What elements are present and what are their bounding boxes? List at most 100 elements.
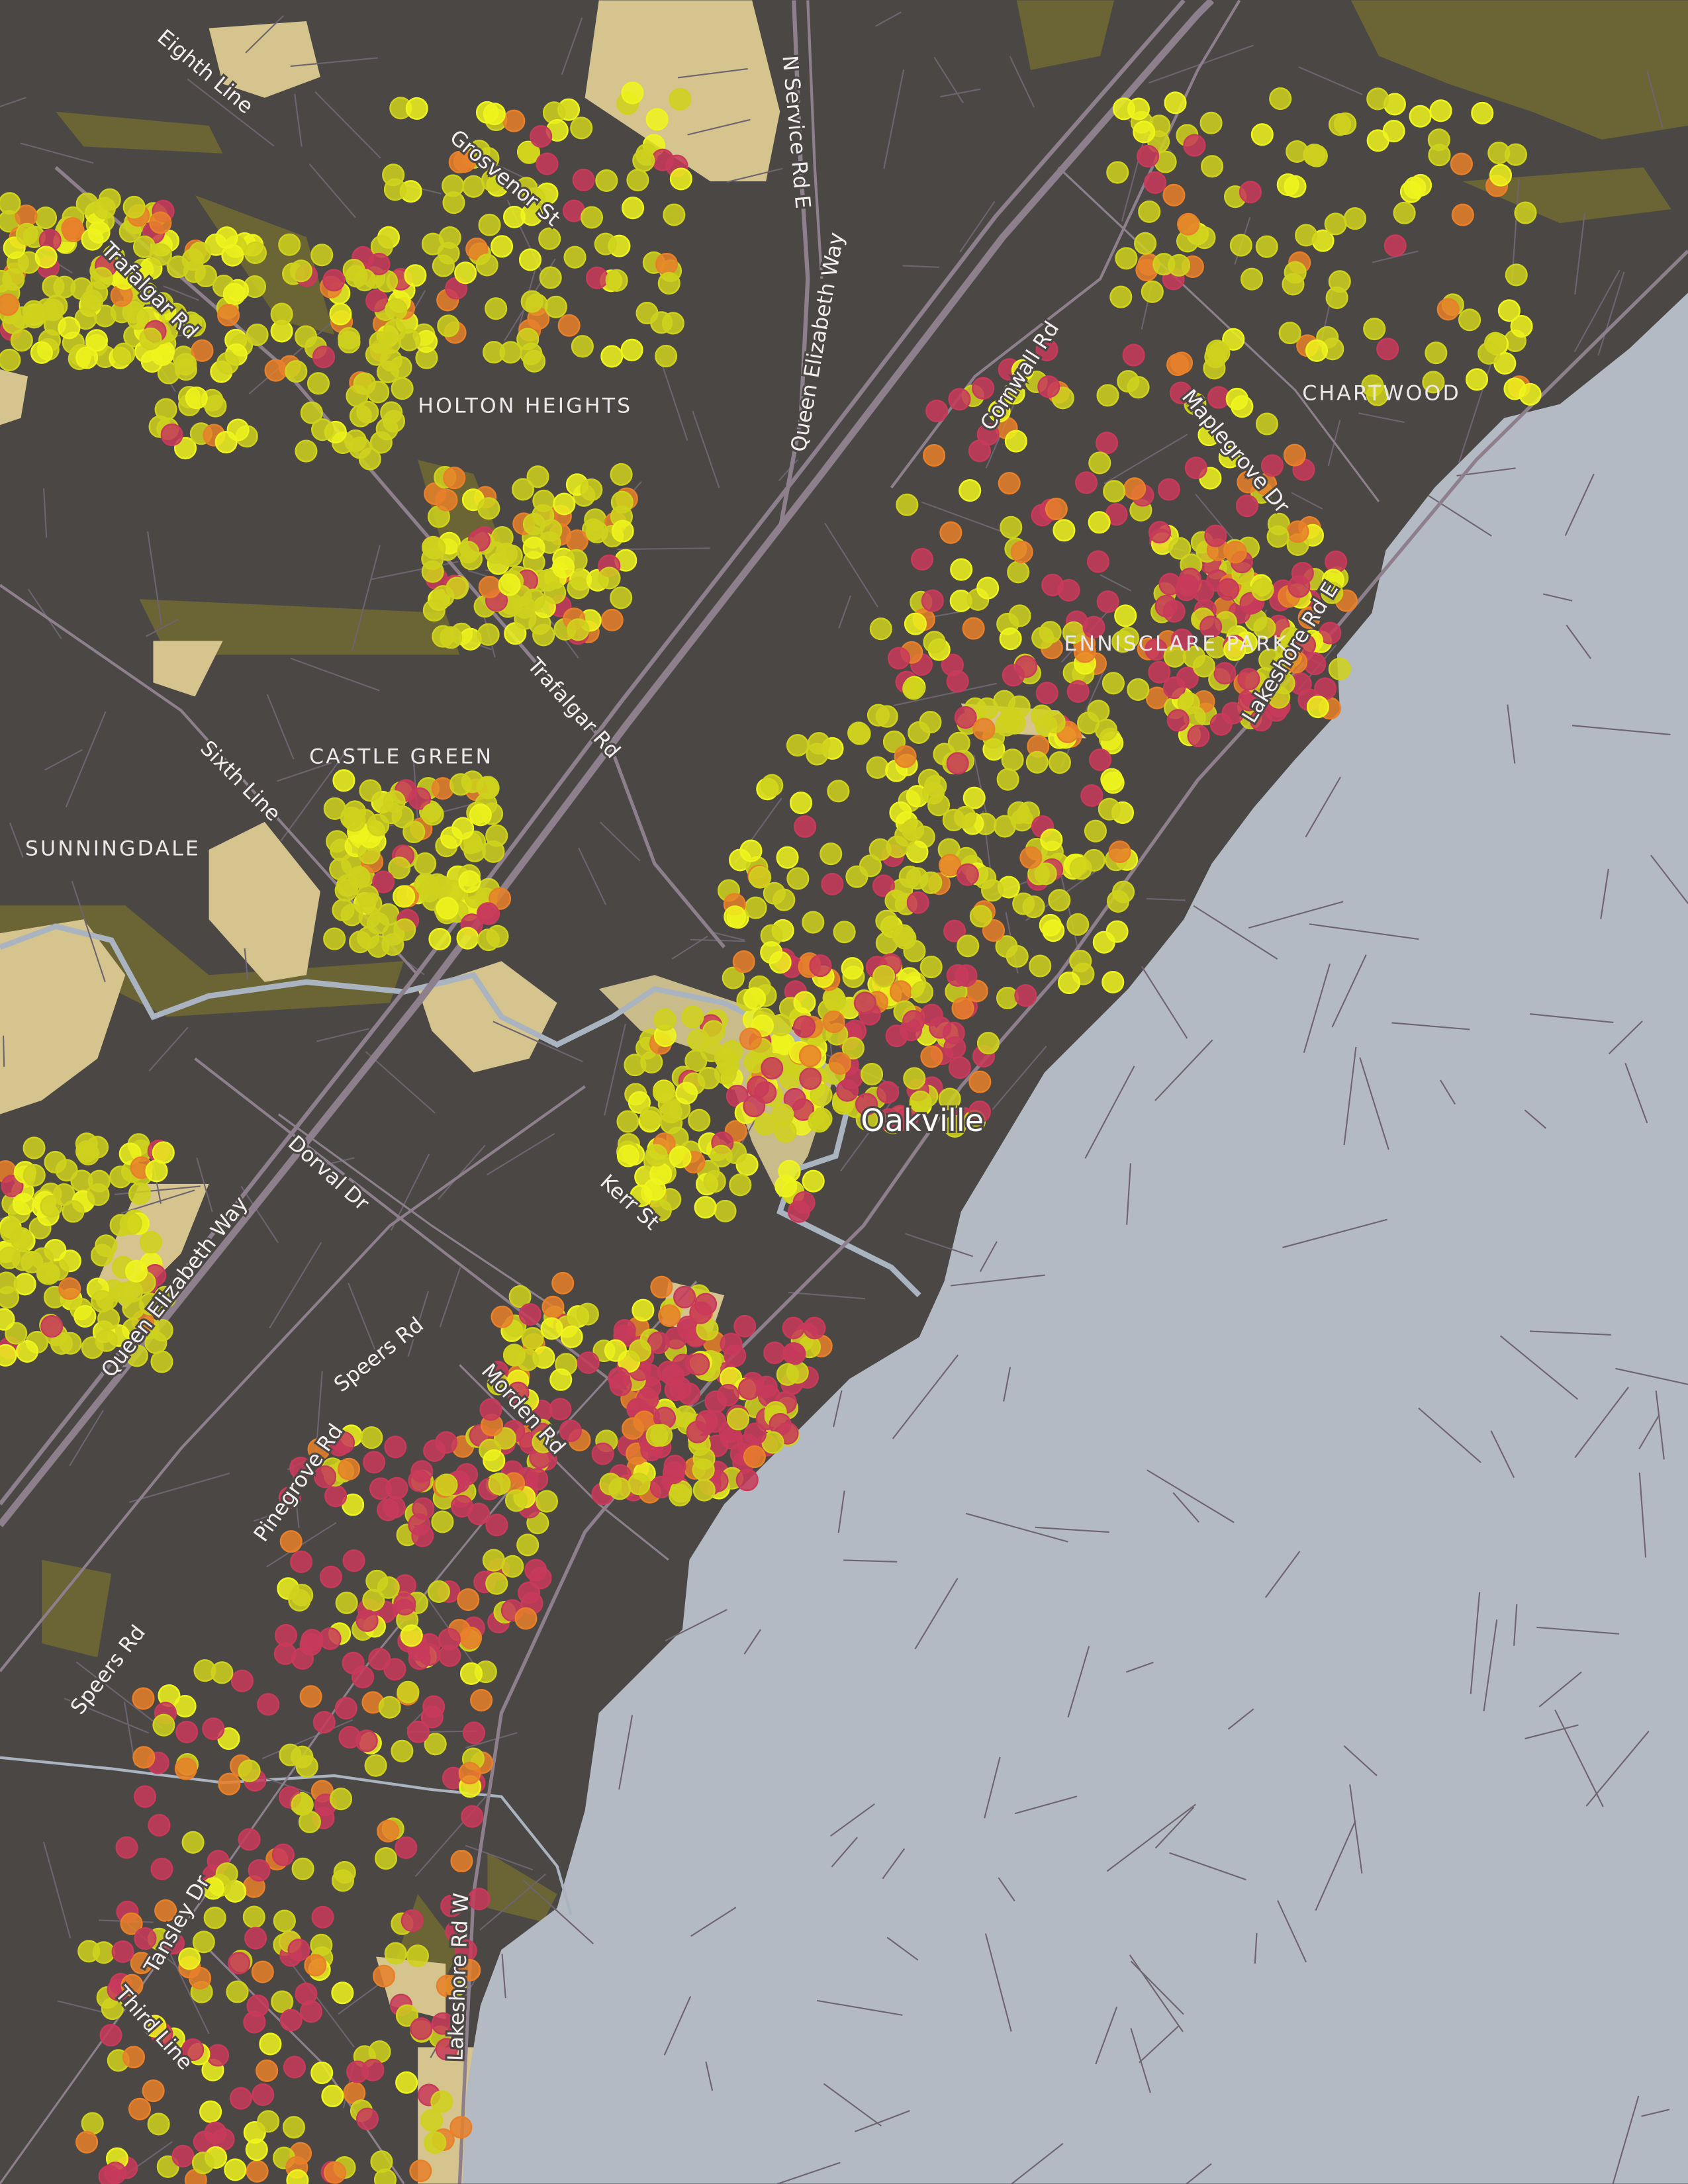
map-point[interactable] (135, 282, 158, 305)
map-point[interactable] (499, 341, 522, 364)
map-point[interactable] (395, 1836, 418, 1859)
map-point[interactable] (1086, 550, 1110, 573)
map-point[interactable] (594, 232, 617, 255)
map-point[interactable] (436, 1974, 459, 1997)
map-point[interactable] (1112, 97, 1135, 120)
map-point[interactable] (845, 865, 868, 888)
map-point[interactable] (621, 1417, 645, 1440)
map-point[interactable] (402, 820, 426, 844)
map-point[interactable] (1283, 443, 1306, 467)
map-point[interactable] (294, 325, 318, 348)
map-point[interactable] (462, 1721, 486, 1745)
map-point[interactable] (653, 1008, 677, 1031)
map-point[interactable] (62, 220, 85, 243)
map-point[interactable] (377, 1498, 400, 1522)
map-point[interactable] (310, 244, 334, 267)
map-point[interactable] (792, 1191, 816, 1214)
map-point[interactable] (1288, 575, 1311, 598)
map-point[interactable] (969, 905, 992, 928)
map-point[interactable] (518, 1302, 541, 1326)
map-point[interactable] (290, 1550, 313, 1573)
map-point[interactable] (577, 1351, 600, 1375)
map-point[interactable] (1343, 207, 1366, 230)
map-point[interactable] (274, 1623, 297, 1647)
map-point[interactable] (884, 889, 908, 913)
map-point[interactable] (628, 1091, 651, 1114)
map-point[interactable] (754, 1113, 777, 1136)
map-point[interactable] (557, 314, 581, 337)
map-point[interactable] (414, 852, 437, 875)
map-point[interactable] (1251, 578, 1274, 601)
map-point[interactable] (435, 1431, 458, 1454)
map-point[interactable] (99, 2024, 122, 2047)
map-point[interactable] (183, 314, 207, 337)
map-point[interactable] (645, 1144, 668, 1167)
map-point[interactable] (948, 1056, 971, 1079)
map-point[interactable] (498, 573, 521, 596)
map-point[interactable] (375, 418, 399, 441)
map-point[interactable] (605, 269, 628, 292)
map-point[interactable] (385, 298, 408, 321)
map-point[interactable] (600, 345, 624, 368)
map-point[interactable] (287, 1938, 310, 1962)
map-point[interactable] (1266, 525, 1289, 548)
map-point[interactable] (238, 1828, 261, 1851)
map-point[interactable] (322, 269, 346, 292)
map-point[interactable] (580, 478, 603, 502)
map-point[interactable] (1306, 696, 1330, 719)
map-point[interactable] (149, 243, 172, 266)
map-point[interactable] (1376, 338, 1399, 361)
map-point[interactable] (244, 1927, 267, 1950)
map-point[interactable] (421, 232, 444, 255)
map-point[interactable] (632, 149, 655, 172)
map-point[interactable] (868, 838, 892, 861)
map-point[interactable] (124, 1259, 148, 1283)
map-point[interactable] (449, 2116, 473, 2139)
map-point[interactable] (567, 576, 590, 600)
map-point[interactable] (338, 330, 361, 354)
map-point[interactable] (621, 197, 645, 220)
map-point[interactable] (1217, 578, 1240, 601)
map-point[interactable] (291, 1857, 314, 1880)
map-point[interactable] (58, 1277, 81, 1300)
map-point[interactable] (400, 1909, 424, 1933)
map-point[interactable] (1305, 144, 1328, 167)
map-point[interactable] (1076, 711, 1100, 735)
map-point[interactable] (1057, 972, 1081, 995)
map-point[interactable] (257, 2110, 280, 2133)
map-point[interactable] (1025, 751, 1049, 774)
map-point[interactable] (334, 879, 357, 902)
map-point[interactable] (479, 1398, 502, 1421)
map-point[interactable] (746, 1075, 770, 1099)
map-point[interactable] (174, 358, 197, 381)
map-point[interactable] (173, 437, 197, 460)
map-point[interactable] (271, 1843, 295, 1866)
map-point[interactable] (1187, 724, 1210, 748)
map-point[interactable] (440, 826, 463, 849)
map-point[interactable] (273, 1909, 296, 1933)
map-point[interactable] (535, 1490, 559, 1513)
map-point[interactable] (1169, 381, 1192, 404)
map-point[interactable] (703, 1170, 726, 1193)
map-point[interactable] (613, 1319, 636, 1342)
map-point[interactable] (485, 1572, 508, 1595)
map-point[interactable] (408, 1647, 431, 1670)
map-point[interactable] (532, 489, 555, 512)
map-point[interactable] (559, 1419, 582, 1442)
map-point[interactable] (506, 1381, 530, 1404)
map-point[interactable] (513, 596, 536, 619)
map-point[interactable] (440, 1894, 463, 1917)
map-point[interactable] (1138, 200, 1161, 223)
map-point[interactable] (462, 175, 485, 198)
map-point[interactable] (355, 1609, 379, 1632)
map-point[interactable] (1240, 267, 1264, 291)
map-point[interactable] (1278, 322, 1301, 345)
map-point[interactable] (90, 267, 113, 290)
map-point[interactable] (872, 965, 896, 988)
map-point[interactable] (744, 896, 767, 919)
map-point[interactable] (1123, 477, 1147, 500)
map-point[interactable] (968, 1100, 991, 1123)
map-point[interactable] (783, 1342, 806, 1365)
map-point[interactable] (522, 512, 545, 536)
